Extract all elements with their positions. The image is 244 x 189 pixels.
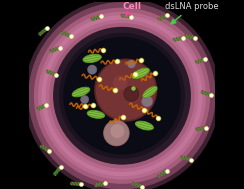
Circle shape: [44, 17, 200, 174]
Text: dsLNA probe: dsLNA probe: [165, 2, 219, 24]
Circle shape: [104, 120, 129, 146]
Ellipse shape: [87, 110, 105, 118]
Circle shape: [53, 27, 191, 165]
Text: Cell: Cell: [123, 2, 142, 16]
Ellipse shape: [72, 87, 90, 97]
Circle shape: [81, 95, 89, 104]
Ellipse shape: [135, 121, 153, 130]
Circle shape: [127, 60, 135, 68]
Circle shape: [113, 75, 128, 90]
Ellipse shape: [132, 68, 149, 79]
Ellipse shape: [143, 86, 157, 98]
Circle shape: [142, 96, 153, 107]
Circle shape: [110, 124, 124, 138]
Ellipse shape: [83, 54, 101, 63]
Circle shape: [88, 65, 97, 74]
Circle shape: [95, 59, 156, 121]
Circle shape: [124, 86, 139, 101]
